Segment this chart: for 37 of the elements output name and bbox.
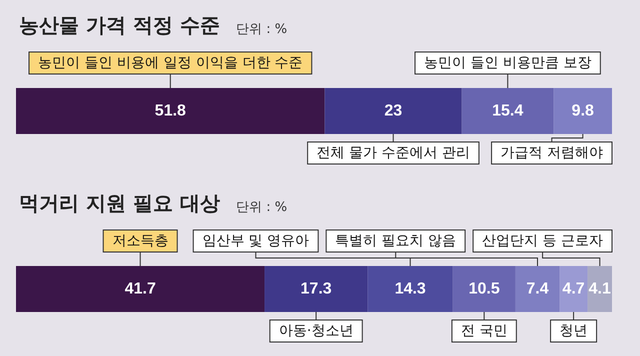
data-label: 7.4 [526,280,549,298]
bar [324,88,462,134]
data-label: 9.8 [572,102,594,120]
chart-subtitle: 단위 : % [236,22,288,37]
series-label: 청년 [560,323,588,339]
data-label: 17.3 [300,280,332,298]
bar [554,88,612,134]
bar [264,266,368,312]
data-label: 10.5 [468,280,500,298]
bar [16,266,265,312]
text: 임산부 및 영유아 [202,233,310,249]
bar [560,266,588,312]
data-label: 41.7 [124,280,156,298]
series-label: 저소득층 [112,233,168,249]
bar [462,88,554,134]
series-label: 전 국민 [460,323,508,339]
data-label: 14.3 [394,280,426,298]
data-label: 15.4 [492,102,524,120]
data-label: 23 [384,102,402,120]
chart-subtitle: 단위 : % [236,200,288,215]
data-label: 51.8 [154,102,186,120]
text: 특별히 필요치 않음 [335,233,456,249]
bar [452,266,516,312]
series-label: 가급적 저렴해야 [500,145,603,161]
bar [588,266,612,312]
bar [16,88,325,134]
data-label: 4.1 [588,280,611,298]
series-label: 농민이 들인 비용만큼 보장 [424,55,592,71]
series-label: 농민이 들인 비용에 일정 이익을 더한 수준 [38,55,303,71]
series-label: 산업단지 등 근로자 [482,233,604,249]
chart-title: 먹거리 지원 필요 대상 [19,191,220,215]
series-label: 전체 물가 수준에서 관리 [316,145,470,161]
data-label: 4.7 [562,280,585,298]
bar [515,266,560,312]
bar [368,266,453,312]
series-label: 아동·청소년 [278,323,354,339]
chart-title: 농산물 가격 적정 수준 [19,13,220,37]
